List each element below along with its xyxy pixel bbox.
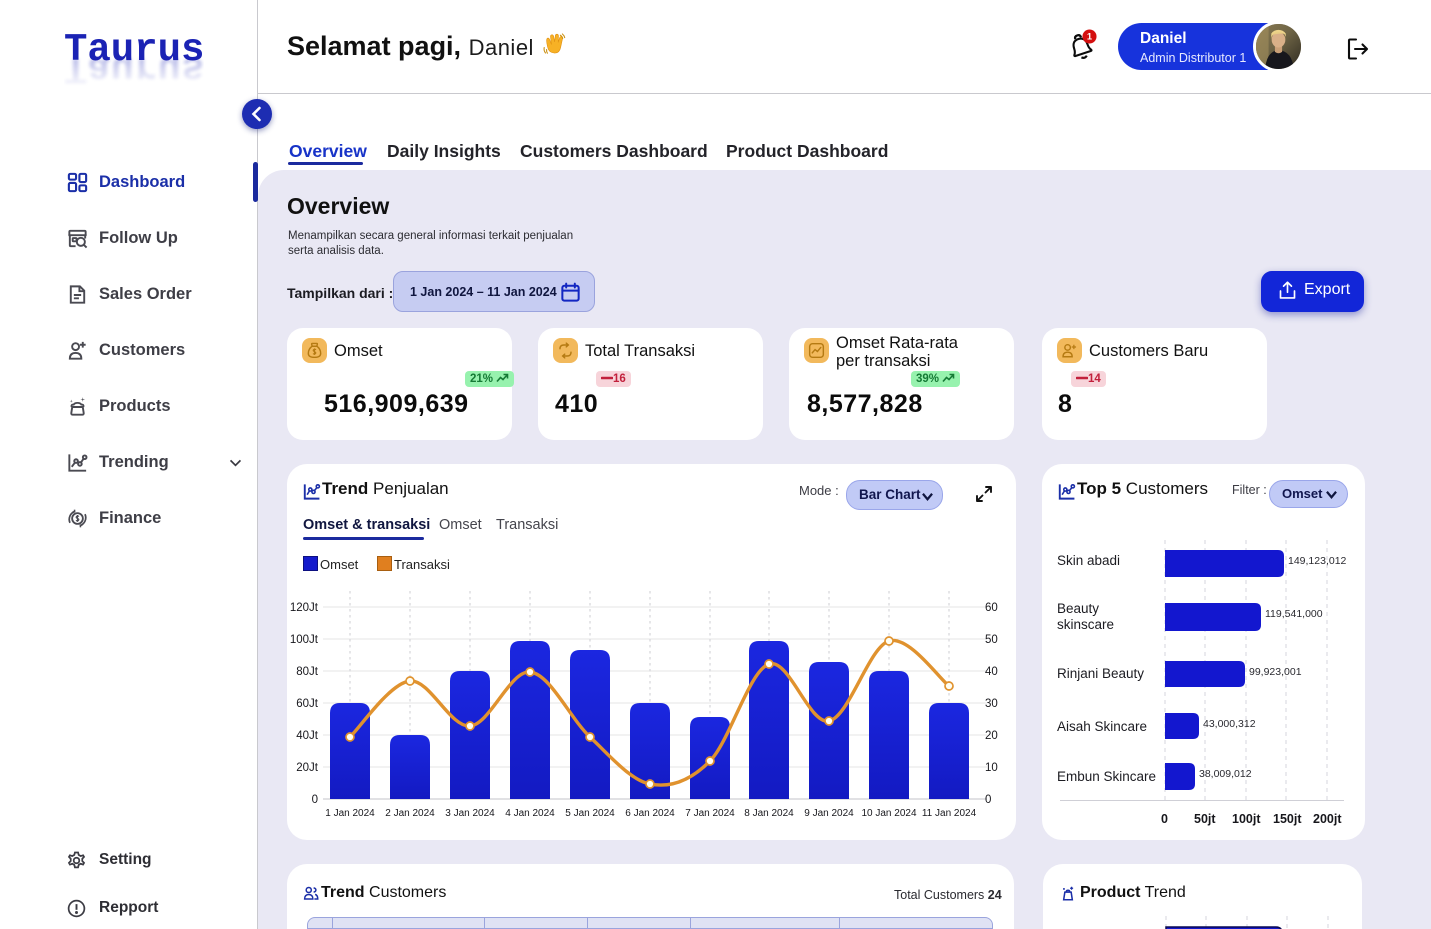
svg-text:40Jt: 40Jt	[296, 730, 319, 742]
svg-text:7 Jan 2024: 7 Jan 2024	[685, 808, 735, 819]
svg-text:10: 10	[985, 762, 998, 774]
svg-text:119,541,000: 119,541,000	[1265, 608, 1323, 620]
svg-text:6 Jan 2024: 6 Jan 2024	[625, 808, 675, 819]
svg-text:149,123,012: 149,123,012	[1288, 555, 1347, 567]
svg-text:9 Jan 2024: 9 Jan 2024	[804, 808, 854, 819]
svg-text:60: 60	[985, 602, 998, 614]
svg-text:50: 50	[985, 634, 998, 646]
svg-text:0: 0	[985, 794, 991, 806]
svg-text:38,009,012: 38,009,012	[1199, 768, 1252, 780]
svg-text:0: 0	[312, 794, 318, 806]
svg-text:60Jt: 60Jt	[296, 698, 319, 710]
svg-text:Embun Skincare: Embun Skincare	[1057, 769, 1156, 784]
svg-text:Skin abadi: Skin abadi	[1057, 553, 1120, 568]
svg-text:Rinjani Beauty: Rinjani Beauty	[1057, 666, 1144, 681]
svg-text:20: 20	[985, 730, 998, 742]
svg-text:80Jt: 80Jt	[296, 666, 319, 678]
svg-text:11 Jan 2024: 11 Jan 2024	[922, 808, 977, 819]
svg-text:3 Jan 2024: 3 Jan 2024	[445, 808, 495, 819]
svg-text:1: 1	[1087, 32, 1092, 42]
svg-text:30: 30	[985, 698, 998, 710]
svg-text:1 Jan 2024: 1 Jan 2024	[325, 808, 375, 819]
svg-text:120Jt: 120Jt	[290, 602, 319, 614]
svg-text:Aisah Skincare: Aisah Skincare	[1057, 719, 1147, 734]
svg-text:43,000,312: 43,000,312	[1203, 718, 1256, 730]
svg-text:4 Jan 2024: 4 Jan 2024	[505, 808, 555, 819]
svg-text:5 Jan 2024: 5 Jan 2024	[565, 808, 615, 819]
svg-text:2 Jan 2024: 2 Jan 2024	[385, 808, 435, 819]
svg-text:100Jt: 100Jt	[290, 634, 319, 646]
svg-text:20Jt: 20Jt	[296, 762, 319, 774]
svg-text:skinscare: skinscare	[1057, 617, 1114, 632]
svg-text:Beauty: Beauty	[1057, 601, 1099, 616]
svg-text:40: 40	[985, 666, 998, 678]
svg-text:8 Jan 2024: 8 Jan 2024	[744, 808, 794, 819]
svg-text:10 Jan 2024: 10 Jan 2024	[861, 808, 916, 819]
svg-text:99,923,001: 99,923,001	[1249, 666, 1302, 678]
